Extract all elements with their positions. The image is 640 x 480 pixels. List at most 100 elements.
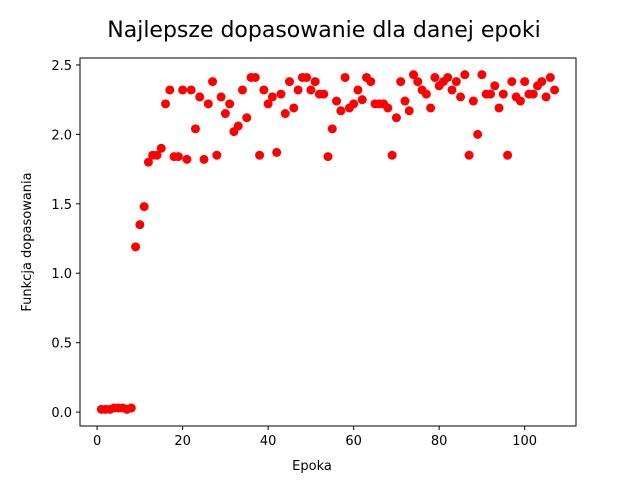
- axes-frame: [79, 57, 577, 427]
- data-point: [293, 85, 303, 95]
- data-point: [366, 77, 376, 87]
- data-point: [430, 72, 440, 82]
- x-tick-label: 80: [431, 434, 448, 449]
- data-point: [233, 121, 243, 131]
- data-point: [156, 143, 166, 153]
- data-point: [327, 124, 337, 134]
- x-tick-label: 0: [93, 434, 101, 449]
- y-axis: 0.0 0.5 1.0 1.5 2.0 2.5: [51, 59, 80, 421]
- data-point: [357, 95, 367, 105]
- data-point: [507, 77, 517, 87]
- data-point: [216, 92, 226, 102]
- data-point: [135, 220, 145, 230]
- data-point: [208, 77, 218, 87]
- data-point: [186, 85, 196, 95]
- data-point: [473, 129, 483, 139]
- data-point: [387, 150, 397, 160]
- data-point: [520, 77, 530, 87]
- data-point: [143, 157, 153, 167]
- data-point: [503, 150, 513, 160]
- data-point: [477, 70, 487, 80]
- data-point: [336, 106, 346, 116]
- x-tick-label: 100: [512, 434, 537, 449]
- x-tick-label: 60: [345, 434, 362, 449]
- data-point: [485, 89, 495, 99]
- x-axis: 0 20 40 60 80 100: [93, 426, 537, 449]
- data-point: [537, 77, 547, 87]
- data-point: [199, 154, 209, 164]
- y-tick-label: 1.5: [51, 198, 72, 213]
- x-tick-label: 40: [260, 434, 277, 449]
- data-point: [353, 85, 363, 95]
- data-point: [225, 99, 235, 109]
- x-tick-label: 20: [174, 434, 191, 449]
- y-axis-label: Funkcja dopasowania: [20, 172, 35, 311]
- data-point: [396, 77, 406, 87]
- data-point: [306, 85, 316, 95]
- data-point: [468, 96, 478, 106]
- data-point: [242, 113, 252, 123]
- chart-title: Najlepsze dopasowanie dla danej epoki: [107, 18, 540, 43]
- data-point: [131, 242, 141, 252]
- data-point: [276, 89, 286, 99]
- data-point: [490, 81, 500, 91]
- y-tick-label: 0.0: [51, 406, 72, 421]
- data-point: [545, 72, 555, 82]
- data-point: [255, 150, 265, 160]
- y-tick-label: 2.0: [51, 128, 72, 143]
- data-point: [302, 72, 312, 82]
- y-tick-label: 2.5: [51, 59, 72, 74]
- data-point: [250, 72, 260, 82]
- data-point: [383, 103, 393, 113]
- data-point: [413, 77, 423, 87]
- data-point: [259, 85, 269, 95]
- x-axis-label: Epoka: [292, 459, 332, 474]
- data-point: [203, 99, 213, 109]
- data-point: [195, 92, 205, 102]
- data-point: [409, 70, 419, 80]
- data-point: [152, 150, 162, 160]
- data-point: [165, 85, 175, 95]
- data-point: [451, 77, 461, 87]
- data-point: [460, 70, 470, 80]
- data-point: [212, 150, 222, 160]
- data-point: [319, 89, 329, 99]
- data-point: [267, 92, 277, 102]
- data-point: [139, 202, 149, 212]
- y-tick-label: 1.0: [51, 267, 72, 282]
- data-point: [323, 152, 333, 162]
- data-point: [332, 96, 342, 106]
- data-point: [443, 72, 453, 82]
- data-point: [515, 96, 525, 106]
- data-point: [400, 96, 410, 106]
- data-point: [161, 99, 171, 109]
- data-point: [237, 85, 247, 95]
- data-point: [263, 99, 273, 109]
- data-point: [272, 147, 282, 157]
- data-point: [550, 85, 560, 95]
- data-point: [528, 89, 538, 99]
- y-tick-label: 0.5: [51, 337, 72, 352]
- data-point: [541, 92, 551, 102]
- data-point: [421, 89, 431, 99]
- data-point: [349, 99, 359, 109]
- data-point: [182, 154, 192, 164]
- data-point: [498, 89, 508, 99]
- data-point: [173, 152, 183, 162]
- data-point: [464, 150, 474, 160]
- data-point: [426, 103, 436, 113]
- data-point: [447, 85, 457, 95]
- data-point: [126, 403, 136, 413]
- data-point: [190, 124, 200, 134]
- data-point: [391, 113, 401, 123]
- data-point: [220, 109, 230, 119]
- data-series: [96, 70, 560, 414]
- data-point: [289, 103, 299, 113]
- data-point: [340, 72, 350, 82]
- data-point: [285, 77, 295, 87]
- plot-area: [79, 57, 577, 427]
- data-point: [178, 85, 188, 95]
- data-point: [494, 103, 504, 113]
- data-point: [310, 77, 320, 87]
